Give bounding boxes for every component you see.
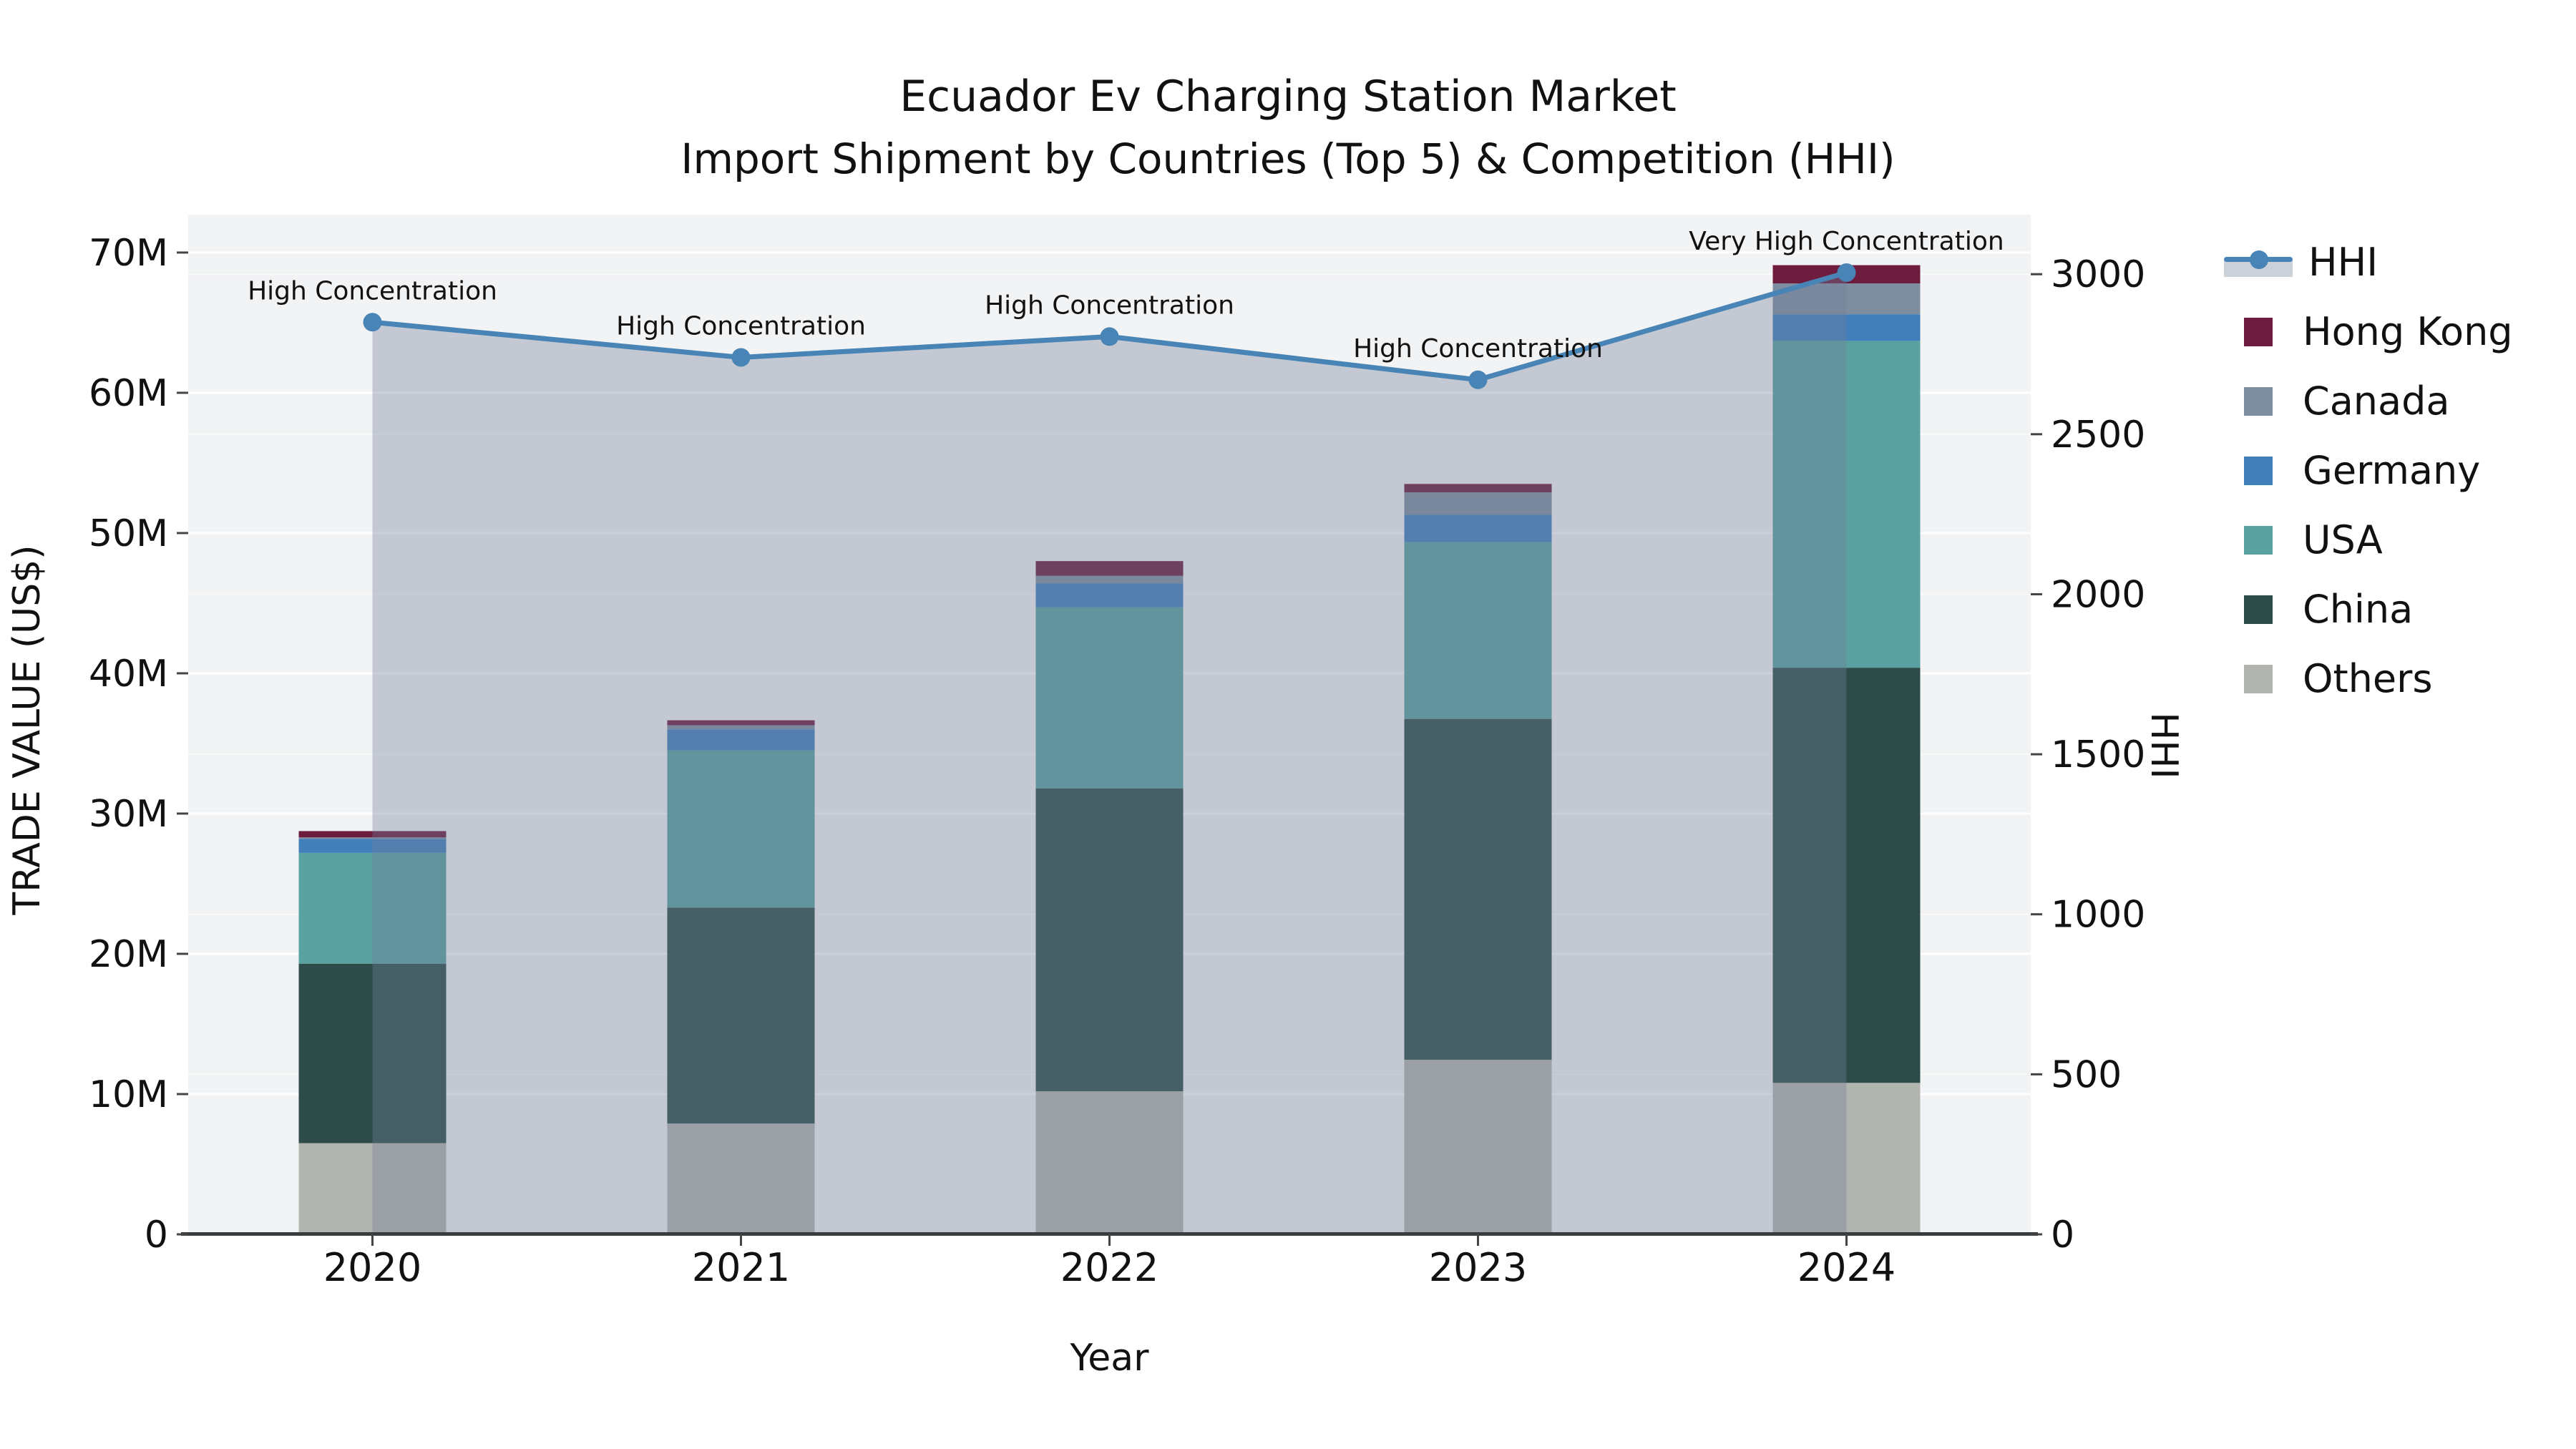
legend-item-canada: Canada bbox=[2218, 366, 2513, 436]
bar-segment-usa-2021 bbox=[667, 750, 815, 908]
bar-segment-germany-2024 bbox=[1772, 314, 1921, 341]
hhi-marker-2024 bbox=[1837, 263, 1856, 282]
legend-swatch-hongkong bbox=[2244, 317, 2273, 346]
bar-segment-germany-2020 bbox=[298, 839, 447, 853]
hhi-marker-2022 bbox=[1100, 327, 1119, 346]
bar-segment-others-2023 bbox=[1404, 1059, 1552, 1234]
bar-segment-china-2021 bbox=[667, 907, 815, 1124]
chart-title: Ecuador Ev Charging Station Market bbox=[899, 72, 1677, 122]
legend: HHI Hong Kong Canada Germany USA China Others bbox=[2218, 228, 2513, 713]
annotation-2024: Very High Concentration bbox=[1689, 227, 2004, 256]
legend-label-others: Others bbox=[2303, 656, 2433, 701]
bar-segment-others-2022 bbox=[1035, 1091, 1184, 1234]
bar-segment-others-2021 bbox=[667, 1123, 815, 1234]
bar-segment-germany-2023 bbox=[1404, 514, 1552, 542]
y-tick-right-3000: 3000 bbox=[2051, 253, 2145, 296]
bar-segment-china-2024 bbox=[1772, 668, 1921, 1083]
hhi-area-band bbox=[372, 272, 1847, 1234]
y-tick-right-0: 0 bbox=[2051, 1214, 2074, 1257]
annotation-2021: High Concentration bbox=[616, 311, 866, 341]
bar-segment-canada-2023 bbox=[1404, 492, 1552, 515]
bar-segment-canada-2021 bbox=[667, 725, 815, 730]
x-tick-2023: 2023 bbox=[1429, 1245, 1527, 1290]
legend-item-hongkong: Hong Kong bbox=[2218, 297, 2513, 366]
bar-segment-usa-2023 bbox=[1404, 542, 1552, 719]
bar-segment-others-2020 bbox=[298, 1143, 447, 1234]
bar-segment-china-2020 bbox=[298, 963, 447, 1143]
y-tick-left-0: 0 bbox=[145, 1214, 168, 1257]
bar-segment-germany-2022 bbox=[1035, 583, 1184, 608]
x-tick-2020: 2020 bbox=[323, 1245, 421, 1290]
y-tick-left-30M: 30M bbox=[89, 793, 168, 836]
y-tick-left-40M: 40M bbox=[89, 653, 168, 696]
bar-segment-hong-kong-2022 bbox=[1035, 561, 1184, 576]
x-tick-2021: 2021 bbox=[692, 1245, 790, 1290]
x-axis-spine bbox=[181, 1232, 2038, 1236]
y-tick-left-10M: 10M bbox=[89, 1073, 168, 1116]
legend-label-usa: USA bbox=[2303, 517, 2383, 562]
annotation-2023: High Concentration bbox=[1353, 334, 1603, 364]
bar-segment-usa-2024 bbox=[1772, 341, 1921, 668]
bar-segment-china-2023 bbox=[1404, 718, 1552, 1060]
legend-item-germany: Germany bbox=[2218, 436, 2513, 505]
legend-swatch-others bbox=[2244, 664, 2273, 693]
bar-segment-hong-kong-2020 bbox=[298, 831, 447, 838]
x-axis-label: Year bbox=[1070, 1337, 1149, 1380]
x-tick-2024: 2024 bbox=[1797, 1245, 1896, 1290]
hhi-legend-glyph bbox=[2224, 247, 2293, 278]
annotation-2020: High Concentration bbox=[248, 276, 497, 306]
x-tick-2022: 2022 bbox=[1060, 1245, 1158, 1290]
bar-segment-china-2022 bbox=[1035, 788, 1184, 1092]
y-tick-right-1000: 1000 bbox=[2051, 894, 2145, 937]
legend-label-china: China bbox=[2303, 587, 2414, 632]
y-axis-label-left: TRADE VALUE (US$) bbox=[6, 545, 49, 915]
bar-segment-canada-2022 bbox=[1035, 575, 1184, 584]
hhi-marker-2021 bbox=[731, 348, 751, 367]
legend-swatch-usa bbox=[2244, 525, 2273, 555]
y-tick-right-2000: 2000 bbox=[2051, 573, 2145, 616]
y-tick-left-60M: 60M bbox=[89, 372, 168, 415]
y-tick-left-70M: 70M bbox=[89, 232, 168, 275]
legend-label-germany: Germany bbox=[2303, 448, 2481, 493]
hhi-marker-2020 bbox=[363, 313, 382, 332]
legend-swatch-germany bbox=[2244, 456, 2273, 485]
bar-segment-hong-kong-2023 bbox=[1404, 484, 1552, 493]
bar-segment-canada-2020 bbox=[298, 837, 447, 839]
bar-segment-usa-2022 bbox=[1035, 607, 1184, 789]
legend-item-china: China bbox=[2218, 575, 2513, 644]
chart-subtitle: Import Shipment by Countries (Top 5) & C… bbox=[680, 135, 1896, 183]
hhi-marker-2023 bbox=[1468, 370, 1488, 389]
legend-item-usa: USA bbox=[2218, 505, 2513, 575]
y-tick-right-1500: 1500 bbox=[2051, 733, 2145, 776]
y-tick-right-2500: 2500 bbox=[2051, 414, 2145, 457]
legend-item-hhi: HHI bbox=[2218, 228, 2513, 297]
y-tick-left-50M: 50M bbox=[89, 512, 168, 555]
legend-swatch-canada bbox=[2244, 386, 2273, 416]
y-axis-label-right: HHI bbox=[2142, 712, 2185, 779]
bar-segment-others-2024 bbox=[1772, 1083, 1921, 1234]
legend-swatch-china bbox=[2244, 595, 2273, 624]
bar-segment-usa-2020 bbox=[298, 852, 447, 964]
annotation-2022: High Concentration bbox=[985, 291, 1234, 320]
legend-label-hhi: HHI bbox=[2308, 240, 2379, 285]
legend-label-hongkong: Hong Kong bbox=[2303, 309, 2513, 354]
y-tick-left-20M: 20M bbox=[89, 933, 168, 976]
bar-segment-hong-kong-2021 bbox=[667, 720, 815, 726]
bar-segment-germany-2021 bbox=[667, 729, 815, 751]
y-tick-right-500: 500 bbox=[2051, 1053, 2122, 1096]
hhi-glyph-dot bbox=[2250, 250, 2268, 269]
legend-item-others: Others bbox=[2218, 644, 2513, 713]
legend-label-canada: Canada bbox=[2303, 379, 2450, 424]
